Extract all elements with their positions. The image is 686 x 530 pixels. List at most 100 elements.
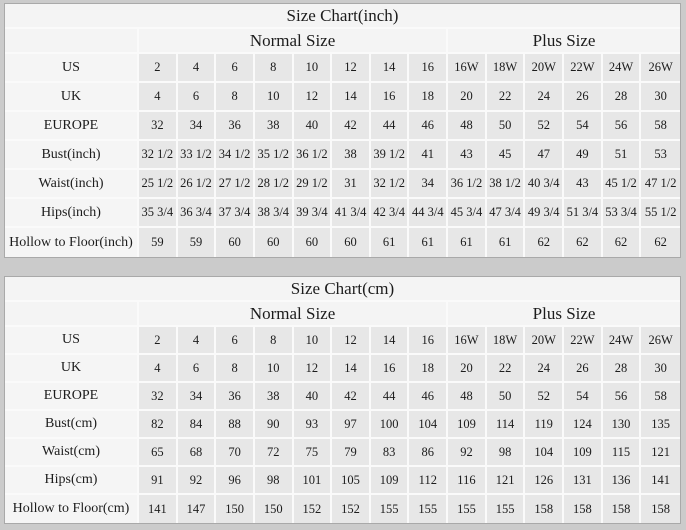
size-value-cell: 135 (641, 411, 680, 439)
size-value-cell: 16 (409, 327, 449, 355)
size-value-cell: 53 3/4 (602, 199, 642, 228)
size-value-cell: 58 (641, 112, 680, 141)
size-value-cell: 26W (641, 54, 680, 83)
size-value-cell: 29 1/2 (293, 170, 333, 199)
size-value-cell: 49 3/4 (525, 199, 565, 228)
size-value-cell: 100 (370, 411, 410, 439)
size-value-cell: 62 (602, 228, 642, 257)
row-label: EUROPE (5, 112, 139, 141)
size-value-cell: 101 (293, 467, 333, 495)
size-value-cell: 32 (139, 112, 178, 141)
size-value-cell: 20 (448, 83, 487, 112)
size-value-cell: 141 (641, 467, 680, 495)
row-label: Bust(cm) (5, 411, 139, 439)
size-value-cell: 25 1/2 (139, 170, 178, 199)
row-label: UK (5, 83, 139, 112)
size-value-cell: 59 (177, 228, 217, 257)
size-value-cell: 59 (139, 228, 178, 257)
size-value-cell: 45 (486, 141, 526, 170)
size-value-cell: 18 (409, 83, 449, 112)
row-label: Hips(cm) (5, 467, 139, 495)
size-value-cell: 109 (448, 411, 487, 439)
group-header-spacer (5, 302, 139, 327)
size-value-cell: 44 (370, 112, 410, 141)
size-value-cell: 130 (602, 411, 642, 439)
size-value-cell: 2 (139, 327, 178, 355)
size-value-cell: 28 1/2 (254, 170, 294, 199)
size-value-cell: 104 (525, 439, 565, 467)
size-value-cell: 26W (641, 327, 680, 355)
row-label: US (5, 327, 139, 355)
size-value-cell: 53 (641, 141, 680, 170)
size-value-cell: 60 (332, 228, 371, 257)
size-value-cell: 22 (486, 355, 526, 383)
size-value-cell: 35 1/2 (254, 141, 294, 170)
size-value-cell: 91 (139, 467, 178, 495)
size-value-cell: 37 3/4 (216, 199, 255, 228)
size-value-cell: 36 (216, 383, 255, 411)
size-value-cell: 16 (409, 54, 449, 83)
size-value-cell: 34 (177, 383, 217, 411)
size-value-cell: 60 (293, 228, 333, 257)
size-value-cell: 147 (177, 495, 217, 523)
size-value-cell: 20W (525, 54, 565, 83)
size-value-cell: 155 (370, 495, 410, 523)
size-value-cell: 36 1/2 (293, 141, 333, 170)
size-value-cell: 141 (139, 495, 178, 523)
size-value-cell: 22W (564, 54, 603, 83)
size-value-cell: 26 1/2 (177, 170, 217, 199)
size-value-cell: 119 (525, 411, 565, 439)
size-value-cell: 52 (525, 112, 565, 141)
size-value-cell: 97 (332, 411, 371, 439)
table-row: Waist(cm) 65 68 70 72 75 79 83 86 92 98 104 109 115 12… (5, 439, 680, 467)
size-value-cell: 155 (409, 495, 449, 523)
size-value-cell: 61 (370, 228, 410, 257)
size-value-cell: 6 (216, 54, 255, 83)
size-value-cell: 12 (293, 355, 333, 383)
size-value-cell: 84 (177, 411, 217, 439)
size-value-cell: 114 (486, 411, 526, 439)
size-value-cell: 6 (177, 83, 217, 112)
table-row: US 2 4 6 8 10 12 14 16 16W 18W 20W 22W 24W 26W (5, 54, 680, 83)
size-value-cell: 14 (370, 327, 410, 355)
size-chart-inch-table: Size Chart(inch) Normal Size Plus Size US 2 4… (4, 3, 681, 258)
size-value-cell: 4 (177, 327, 217, 355)
table-row: EUROPE 32 34 36 38 40 42 44 46 48 50 52 54 56 58 (5, 383, 680, 411)
size-value-cell: 62 (641, 228, 680, 257)
size-value-cell: 4 (139, 83, 178, 112)
size-value-cell: 92 (177, 467, 217, 495)
size-value-cell: 8 (216, 355, 255, 383)
size-value-cell: 155 (486, 495, 526, 523)
size-value-cell: 104 (409, 411, 449, 439)
size-value-cell: 18W (486, 54, 526, 83)
size-value-cell: 60 (216, 228, 255, 257)
table-row: EUROPE 32 34 36 38 40 42 44 46 48 50 52 54 56 58 (5, 112, 680, 141)
size-value-cell: 24 (525, 83, 565, 112)
size-value-cell: 20 (448, 355, 487, 383)
table-row: Hips(inch) 35 3/4 36 3/4 37 3/4 38 3/4 39 3/4… (5, 199, 680, 228)
group-header-normal-size: Normal Size (139, 302, 449, 327)
size-value-cell: 61 (409, 228, 449, 257)
table-row: UK 4 6 8 10 12 14 16 18 20 22 24 26 28 30 (5, 83, 680, 112)
size-value-cell: 35 3/4 (139, 199, 178, 228)
size-value-cell: 10 (254, 355, 294, 383)
size-value-cell: 34 (409, 170, 449, 199)
row-label: Waist(inch) (5, 170, 139, 199)
size-value-cell: 12 (332, 54, 371, 83)
size-value-cell: 39 1/2 (370, 141, 410, 170)
size-value-cell: 150 (254, 495, 294, 523)
size-value-cell: 27 1/2 (216, 170, 255, 199)
row-label: Bust(inch) (5, 141, 139, 170)
size-value-cell: 36 3/4 (177, 199, 217, 228)
size-value-cell: 43 (448, 141, 487, 170)
size-value-cell: 16W (448, 54, 487, 83)
size-value-cell: 47 (525, 141, 565, 170)
size-value-cell: 30 (641, 83, 680, 112)
size-value-cell: 105 (332, 467, 371, 495)
size-value-cell: 24W (602, 54, 642, 83)
size-value-cell: 34 (177, 112, 217, 141)
size-value-cell: 70 (216, 439, 255, 467)
size-value-cell: 131 (564, 467, 603, 495)
size-value-cell: 51 (602, 141, 642, 170)
size-value-cell: 54 (564, 383, 603, 411)
